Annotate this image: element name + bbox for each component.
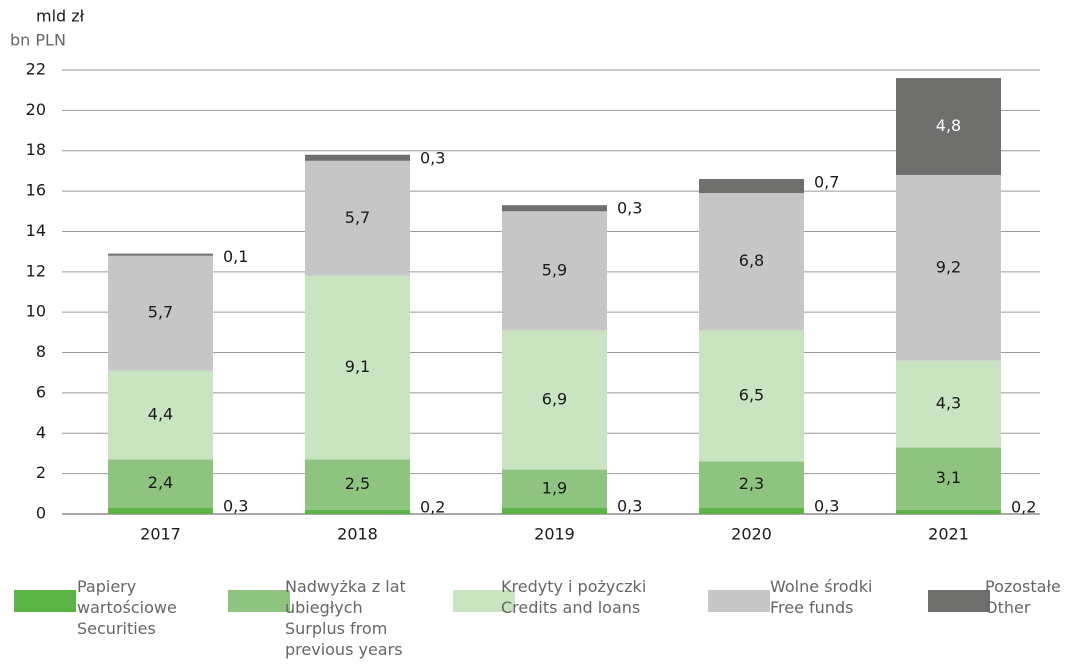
bar-segment xyxy=(108,255,213,371)
value-label: 2,4 xyxy=(148,473,173,492)
value-label: 0,3 xyxy=(223,496,248,515)
legend-label: Kredyty i pożyczki Credits and loans xyxy=(501,576,671,618)
value-label: 0,3 xyxy=(420,148,445,167)
bar-segment xyxy=(699,330,804,462)
bar-segment xyxy=(305,160,410,276)
legend-text: Credits and loans xyxy=(501,598,641,617)
bar-segment xyxy=(502,330,607,470)
x-tick-label: 2019 xyxy=(534,525,575,544)
legend-label: Nadwyżka z lat ubiegłych Surplus from pre… xyxy=(285,576,425,660)
legend-text: Free funds xyxy=(770,598,854,617)
value-label: 1,9 xyxy=(542,478,567,497)
bar-segment xyxy=(502,211,607,331)
legend-text: Pozostałe xyxy=(985,577,1061,596)
bar-segment xyxy=(502,469,607,508)
value-label: 4,3 xyxy=(936,394,961,413)
bar-segment xyxy=(699,461,804,508)
value-label: 0,7 xyxy=(814,172,839,191)
legend-text: Surplus from previous years xyxy=(285,619,403,659)
x-tick-label: 2020 xyxy=(731,525,772,544)
y-tick-label: 10 xyxy=(26,302,46,321)
legend-text: Securities xyxy=(77,619,156,638)
legend-label: Wolne środki Free funds xyxy=(770,576,900,618)
legend-swatch xyxy=(228,590,290,612)
bar-segment xyxy=(108,370,213,460)
y-tick-label: 2 xyxy=(36,463,46,482)
bar-segment xyxy=(108,507,213,514)
y-tick-label: 6 xyxy=(36,382,46,401)
value-label: 0,1 xyxy=(223,247,248,266)
value-label: 0,3 xyxy=(617,199,642,218)
y-tick-label: 18 xyxy=(26,140,46,159)
legend-text: Other xyxy=(985,598,1031,617)
bar-segment xyxy=(699,178,804,194)
y-tick-label: 8 xyxy=(36,342,46,361)
legend-text: Nadwyżka z lat ubiegłych xyxy=(285,577,406,617)
bar-segment xyxy=(896,360,1001,448)
legend-label: Papiery wartościowe Securities xyxy=(77,576,202,639)
legend: Papiery wartościowe Securities Nadwyżka z … xyxy=(0,576,1069,671)
value-label: 5,7 xyxy=(148,303,173,322)
y-tick-label: 4 xyxy=(36,423,46,442)
value-label: 2,3 xyxy=(739,474,764,493)
bar-segment xyxy=(305,275,410,460)
unit-label-en: bn PLN xyxy=(10,31,66,50)
bar-segment xyxy=(305,154,410,161)
value-label: 0,3 xyxy=(814,496,839,515)
bar-segment xyxy=(108,459,213,508)
bar-segment xyxy=(896,447,1001,510)
x-tick-label: 2018 xyxy=(337,525,378,544)
bar-segment xyxy=(502,507,607,514)
bar-segment xyxy=(699,193,804,331)
value-label: 0,2 xyxy=(1011,497,1036,516)
value-label: 4,4 xyxy=(148,405,173,424)
bar-segment xyxy=(305,459,410,510)
bar-segment xyxy=(108,253,213,256)
y-tick-label: 12 xyxy=(26,261,46,280)
legend-label: Pozostałe Other xyxy=(985,576,1069,618)
y-tick-label: 22 xyxy=(26,60,46,79)
value-label: 3,1 xyxy=(936,468,961,487)
legend-text: Papiery wartościowe xyxy=(77,577,177,617)
value-label: 0,2 xyxy=(420,497,445,516)
value-label: 6,8 xyxy=(739,251,764,270)
value-label: 9,2 xyxy=(936,257,961,276)
value-label: 5,7 xyxy=(345,208,370,227)
y-tick-label: 14 xyxy=(26,221,46,240)
legend-swatch xyxy=(14,590,76,612)
bar-segment xyxy=(305,509,410,514)
y-tick-label: 16 xyxy=(26,181,46,200)
value-label: 6,5 xyxy=(739,385,764,404)
value-label: 6,9 xyxy=(542,389,567,408)
bar-segment xyxy=(896,78,1001,175)
value-label: 4,8 xyxy=(936,116,961,135)
value-label: 9,1 xyxy=(345,357,370,376)
legend-text: Kredyty i pożyczki xyxy=(501,577,647,596)
legend-swatch xyxy=(928,590,990,612)
chart: mld zł bn PLN 0 2 4 6 8 10 12 14 16 18 20 22 2017 0,3… xyxy=(10,7,1040,544)
y-tick-label: 0 xyxy=(36,504,46,523)
legend-text: Wolne środki xyxy=(770,577,873,596)
legend-swatch xyxy=(453,590,515,612)
x-tick-label: 2021 xyxy=(928,525,969,544)
value-label: 2,5 xyxy=(345,474,370,493)
bar-segment xyxy=(896,509,1001,514)
x-tick-label: 2017 xyxy=(140,525,181,544)
unit-label: mld zł xyxy=(36,7,85,26)
bar-segment xyxy=(699,507,804,514)
value-label: 5,9 xyxy=(542,260,567,279)
bar-segment xyxy=(502,205,607,212)
bar-segment xyxy=(896,174,1001,361)
legend-swatch xyxy=(708,590,770,612)
y-tick-label: 20 xyxy=(26,100,46,119)
value-label: 0,3 xyxy=(617,496,642,515)
